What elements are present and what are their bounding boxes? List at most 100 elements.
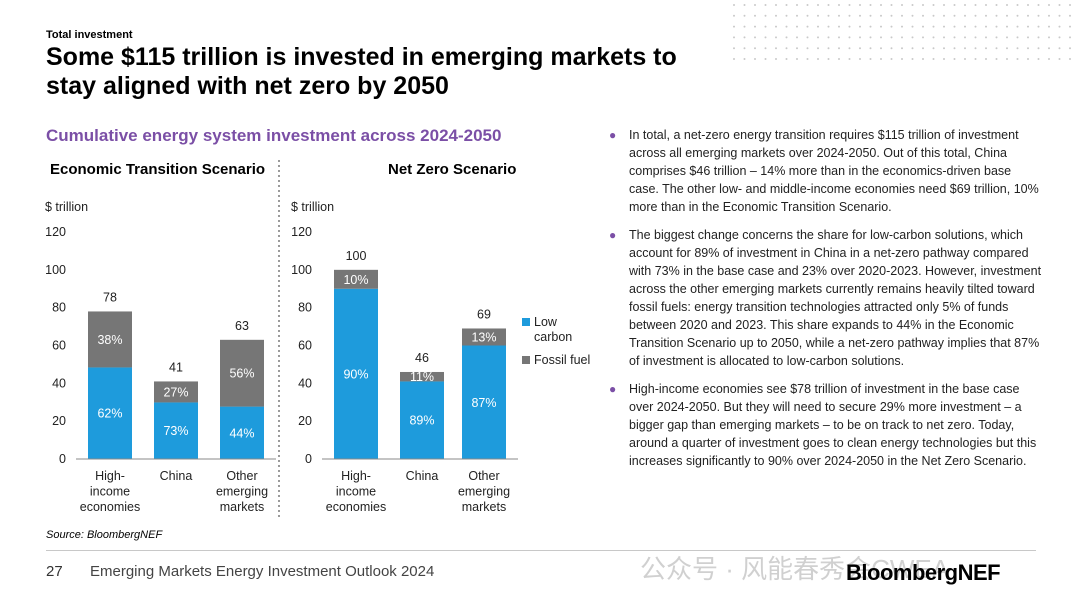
y-tick-label: 80 bbox=[52, 301, 66, 315]
x-category-label: High-income economies bbox=[80, 469, 140, 514]
decorative-dot bbox=[985, 4, 987, 6]
decorative-dot bbox=[922, 58, 924, 60]
bar-segment-low-carbon bbox=[400, 381, 444, 459]
bar-total-label: 78 bbox=[103, 290, 117, 304]
decorative-dot bbox=[890, 14, 893, 17]
decorative-dot bbox=[1027, 47, 1029, 50]
bar-segment-low-carbon bbox=[462, 345, 506, 459]
decorative-dot bbox=[754, 14, 756, 17]
decorative-dot bbox=[817, 14, 819, 17]
decorative-dot bbox=[922, 4, 924, 6]
segment-share-label: 44% bbox=[229, 426, 254, 440]
segment-share-label: 56% bbox=[229, 367, 254, 381]
y-tick-label: 0 bbox=[305, 452, 312, 466]
decorative-dot bbox=[743, 4, 746, 6]
decorative-dot bbox=[1037, 58, 1040, 60]
y-axis-unit-label: $ trillion bbox=[291, 200, 334, 214]
decorative-dot bbox=[764, 25, 767, 28]
decorative-dot bbox=[764, 4, 767, 6]
bar-segment-low-carbon bbox=[334, 288, 378, 459]
decorative-dot bbox=[932, 58, 935, 60]
y-tick-label: 20 bbox=[298, 414, 312, 428]
decorative-dot bbox=[932, 36, 935, 39]
decorative-dot bbox=[1016, 58, 1019, 60]
decorative-dot bbox=[764, 47, 767, 50]
decorative-dot bbox=[848, 58, 851, 60]
decorative-dot bbox=[827, 25, 830, 28]
decorative-dot bbox=[1048, 14, 1050, 17]
decorative-dot bbox=[995, 58, 998, 60]
decorative-dot bbox=[775, 36, 777, 39]
decorative-dot bbox=[859, 58, 861, 60]
decorative-dot bbox=[911, 36, 914, 39]
decorative-dot bbox=[796, 36, 798, 39]
decorative-dot bbox=[1006, 4, 1008, 6]
decorative-dot bbox=[1027, 14, 1029, 17]
decorative-dot bbox=[890, 58, 893, 60]
decorative-dot bbox=[754, 47, 756, 50]
decorative-dot bbox=[733, 4, 735, 6]
decorative-dot bbox=[848, 25, 851, 28]
decorative-dot bbox=[848, 14, 851, 17]
decorative-dot bbox=[995, 25, 998, 28]
segment-share-label: 27% bbox=[163, 385, 188, 399]
decorative-dot bbox=[817, 36, 819, 39]
decorative-dot bbox=[743, 14, 746, 17]
decorative-dot bbox=[1006, 14, 1008, 17]
legend-swatch-fossil-fuel bbox=[522, 356, 530, 364]
decorative-dot bbox=[775, 25, 777, 28]
page-title: Some $115 trillion is invested in emergi… bbox=[46, 43, 677, 100]
decorative-dot bbox=[911, 4, 914, 6]
decorative-dot bbox=[838, 47, 840, 50]
decorative-dot bbox=[943, 14, 945, 17]
y-tick-label: 60 bbox=[52, 339, 66, 353]
decorative-dot bbox=[859, 14, 861, 17]
decorative-dot bbox=[974, 14, 977, 17]
decorative-dot bbox=[985, 47, 987, 50]
decorative-dot bbox=[953, 25, 956, 28]
y-tick-label: 40 bbox=[52, 376, 66, 390]
decorative-dot bbox=[1048, 47, 1050, 50]
decorative-dot bbox=[964, 58, 966, 60]
decorative-dot bbox=[785, 4, 788, 6]
decorative-dot bbox=[953, 36, 956, 39]
bar-total-label: 100 bbox=[346, 249, 367, 263]
decorative-dot bbox=[827, 14, 830, 17]
bullet-text: The biggest change concerns the share fo… bbox=[629, 228, 1042, 368]
decorative-dot bbox=[890, 25, 893, 28]
legend-label-low-carbon: Low bbox=[534, 315, 558, 329]
decorative-dot bbox=[869, 4, 872, 6]
segment-share-label: 90% bbox=[343, 367, 368, 381]
decorative-dot bbox=[922, 47, 924, 50]
eyebrow-label: Total investment bbox=[46, 29, 133, 41]
decorative-dot bbox=[943, 25, 945, 28]
decorative-dot bbox=[817, 47, 819, 50]
decorative-dot bbox=[943, 36, 945, 39]
x-category-label: Other emerging markets bbox=[458, 469, 510, 514]
decorative-dot bbox=[943, 4, 945, 6]
legend-swatch-low-carbon bbox=[522, 318, 530, 326]
bullet-dot-icon: ● bbox=[609, 128, 617, 142]
x-category-label: China bbox=[160, 469, 193, 483]
decorative-dot bbox=[901, 36, 903, 39]
footer-divider bbox=[46, 550, 1036, 551]
decorative-dot bbox=[995, 36, 998, 39]
decorative-dot bbox=[733, 14, 735, 17]
chart-title: Cumulative energy system investment acro… bbox=[46, 126, 502, 145]
decorative-dot bbox=[1006, 47, 1008, 50]
decorative-dot bbox=[733, 58, 735, 60]
y-tick-label: 120 bbox=[45, 225, 66, 239]
decorative-dot bbox=[911, 58, 914, 60]
decorative-dot bbox=[827, 36, 830, 39]
decorative-dot bbox=[943, 47, 945, 50]
decorative-dot bbox=[775, 14, 777, 17]
bar-segment-fossil-fuel bbox=[154, 381, 198, 403]
segment-share-label: 73% bbox=[163, 424, 188, 438]
decorative-dot bbox=[817, 58, 819, 60]
segment-share-label: 38% bbox=[97, 333, 122, 347]
brand-logo: BloombergNEF bbox=[846, 560, 1001, 585]
decorative-dot bbox=[1058, 14, 1061, 17]
decorative-dot bbox=[974, 36, 977, 39]
decorative-dot bbox=[1037, 4, 1040, 6]
decorative-dot bbox=[901, 14, 903, 17]
